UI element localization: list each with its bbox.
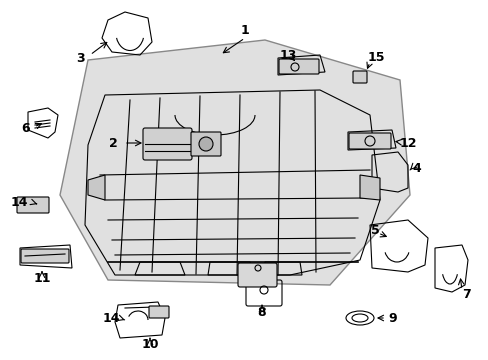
Text: 2: 2	[109, 136, 118, 149]
FancyBboxPatch shape	[21, 249, 69, 263]
FancyBboxPatch shape	[279, 59, 318, 74]
Polygon shape	[359, 175, 379, 200]
Text: 14: 14	[102, 311, 120, 324]
Polygon shape	[60, 40, 409, 285]
Text: 5: 5	[370, 224, 379, 237]
Text: 3: 3	[76, 51, 85, 64]
FancyBboxPatch shape	[142, 128, 192, 160]
Text: 11: 11	[33, 271, 51, 284]
Text: 13: 13	[279, 49, 296, 62]
Text: 10: 10	[141, 338, 159, 351]
FancyBboxPatch shape	[238, 263, 276, 287]
Text: 15: 15	[367, 50, 385, 63]
Text: 6: 6	[21, 122, 30, 135]
Circle shape	[199, 137, 213, 151]
Text: 8: 8	[257, 306, 266, 319]
FancyBboxPatch shape	[348, 133, 390, 149]
Polygon shape	[88, 175, 105, 200]
Text: 7: 7	[461, 288, 470, 302]
Text: 1: 1	[240, 23, 249, 36]
FancyBboxPatch shape	[149, 306, 169, 318]
FancyBboxPatch shape	[191, 132, 221, 156]
Text: 4: 4	[411, 162, 420, 175]
FancyBboxPatch shape	[352, 71, 366, 83]
Text: 9: 9	[387, 311, 396, 324]
Text: 12: 12	[399, 136, 417, 149]
Text: 14: 14	[10, 195, 28, 208]
FancyBboxPatch shape	[17, 197, 49, 213]
